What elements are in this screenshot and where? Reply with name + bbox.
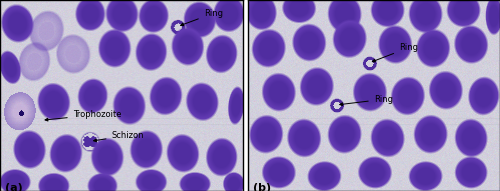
Text: Ring: Ring	[372, 43, 418, 62]
Text: Ring: Ring	[340, 95, 393, 106]
Text: (b): (b)	[252, 183, 270, 191]
Text: Ring: Ring	[180, 9, 222, 26]
Text: Trophozoite: Trophozoite	[45, 110, 121, 121]
Text: (a): (a)	[5, 183, 22, 191]
Text: Schizon: Schizon	[94, 131, 144, 142]
